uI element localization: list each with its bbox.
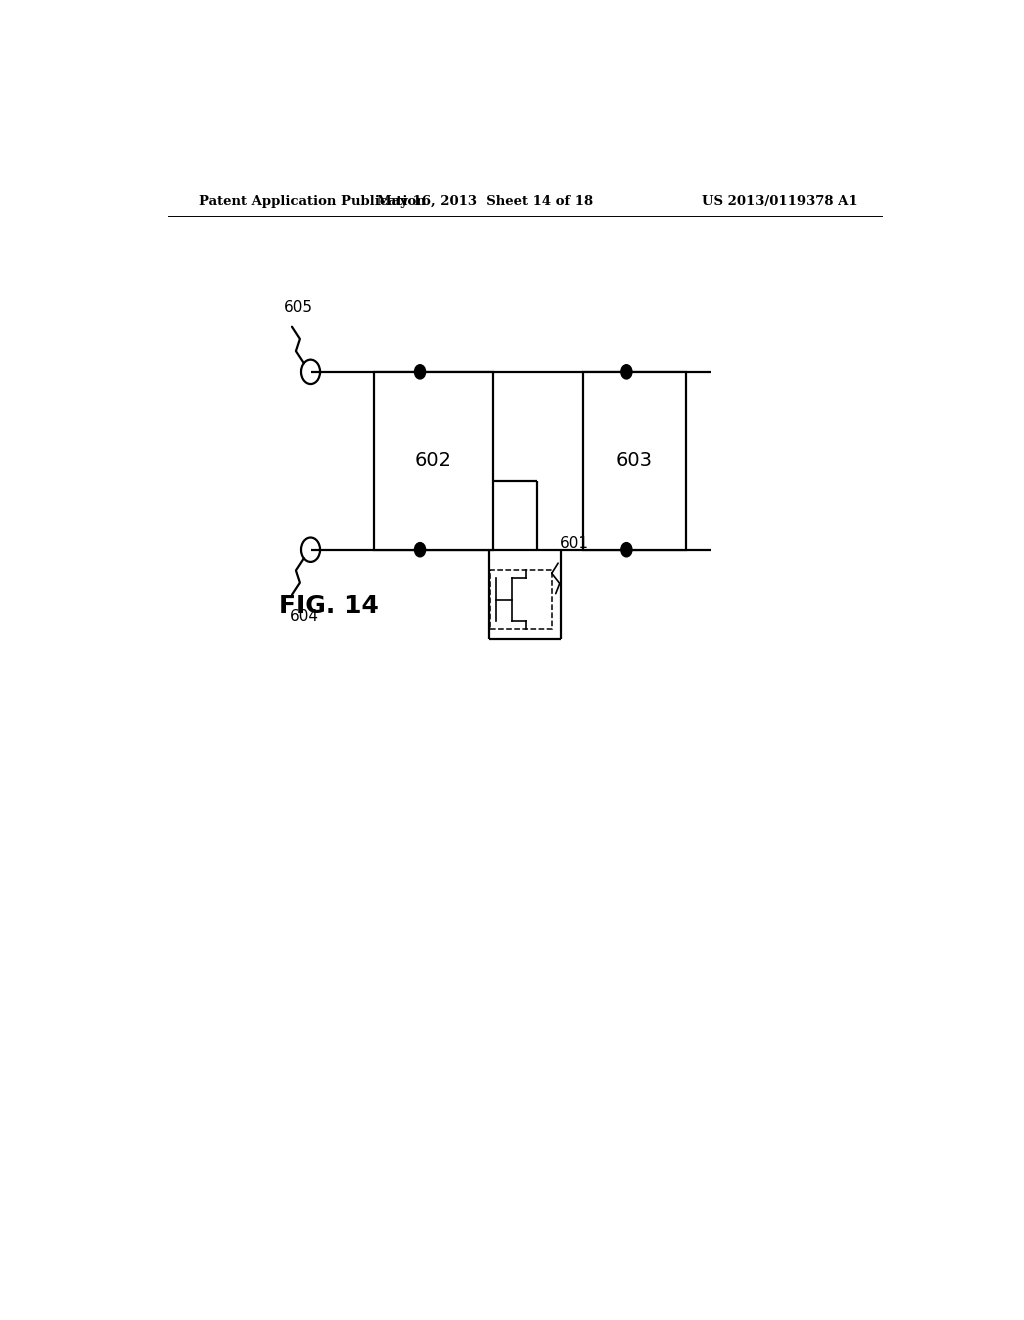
Circle shape: [415, 364, 426, 379]
Text: 603: 603: [615, 451, 653, 470]
Text: 604: 604: [290, 609, 318, 624]
Bar: [583, 372, 686, 549]
Text: May 16, 2013  Sheet 14 of 18: May 16, 2013 Sheet 14 of 18: [377, 194, 593, 207]
Bar: [374, 372, 493, 549]
Text: Patent Application Publication: Patent Application Publication: [200, 194, 426, 207]
Text: 601: 601: [560, 536, 589, 550]
Text: 605: 605: [284, 300, 313, 314]
Text: US 2013/0119378 A1: US 2013/0119378 A1: [702, 194, 858, 207]
Circle shape: [621, 543, 632, 557]
Circle shape: [415, 543, 426, 557]
Text: FIG. 14: FIG. 14: [279, 594, 379, 618]
Bar: [489, 570, 552, 630]
Text: 602: 602: [415, 451, 452, 470]
Circle shape: [621, 364, 632, 379]
